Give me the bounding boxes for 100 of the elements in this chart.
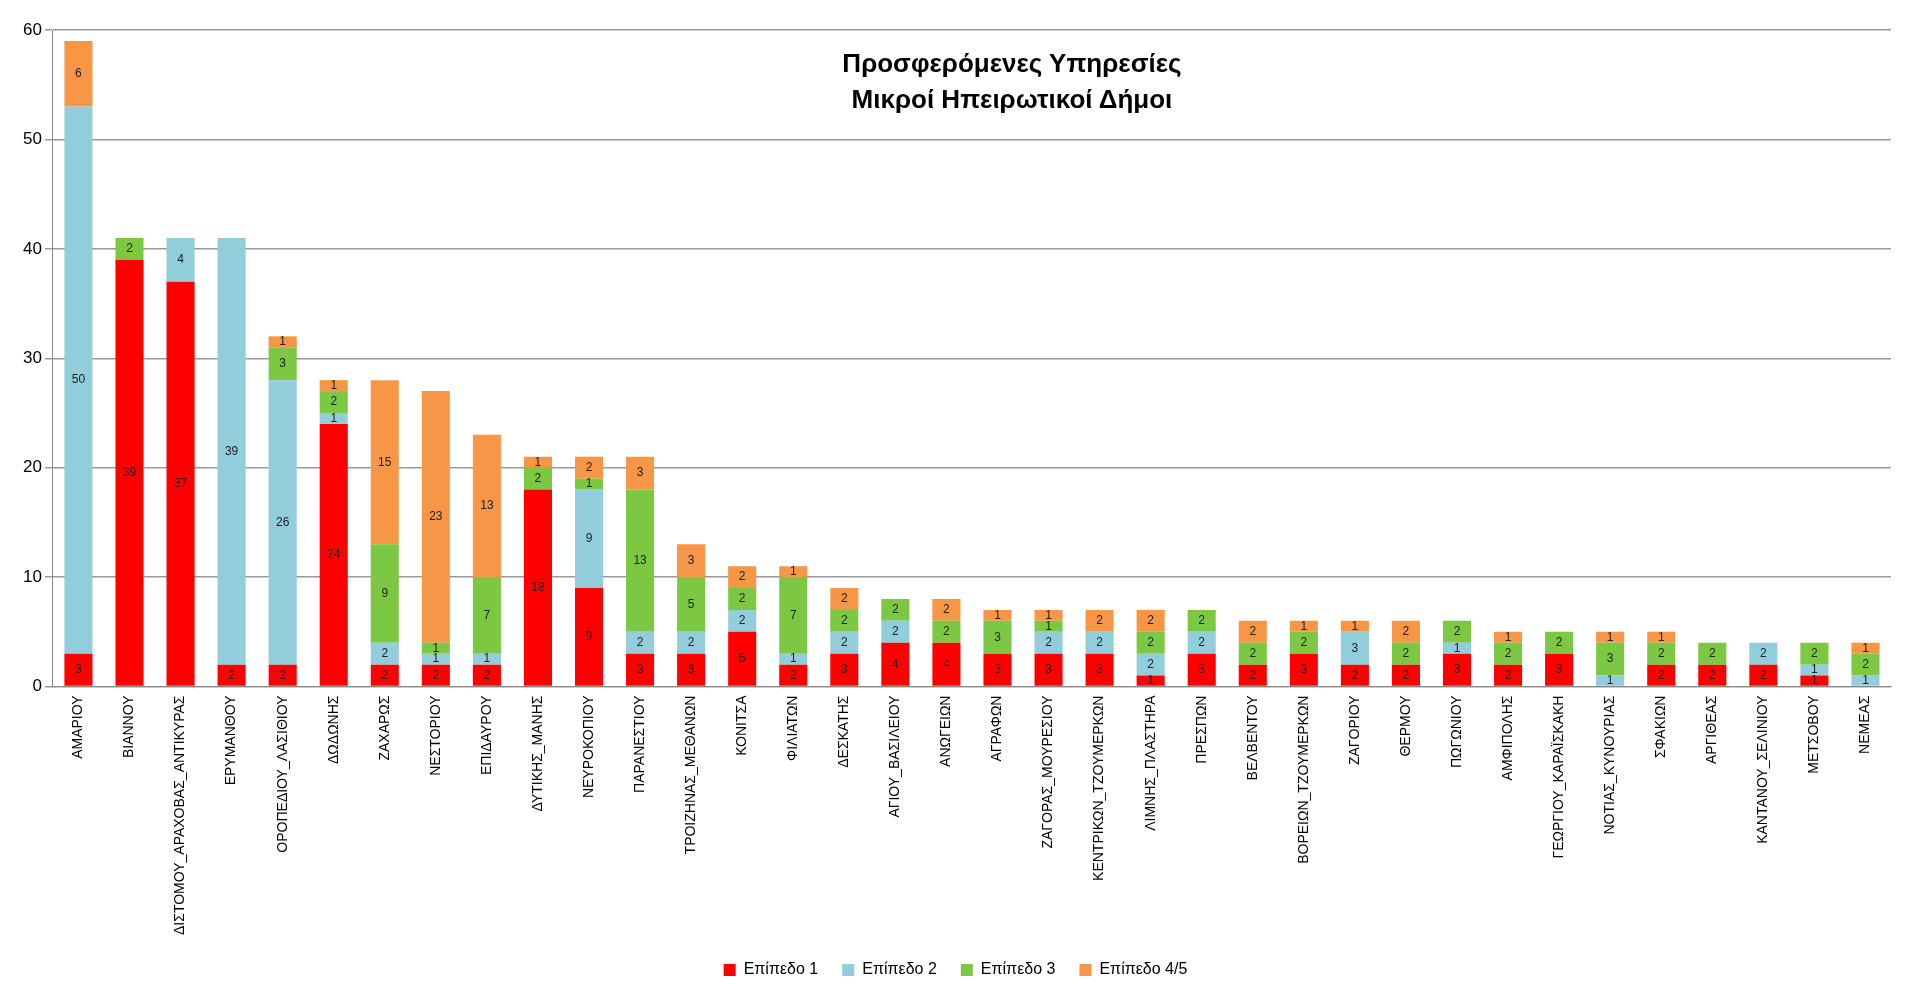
bar [1494,631,1523,643]
bar [626,631,655,654]
bar [677,653,706,686]
data-label: 2 [1402,646,1410,660]
x-tick-label: ΔΩΔΩΝΗΣ [324,695,341,765]
bar [1136,653,1165,676]
bar [1596,642,1625,676]
bar [574,489,604,589]
bar [370,642,399,665]
legend-label: Επίπεδο 4/5 [1099,960,1188,978]
bar [64,40,93,107]
data-label: 1 [432,651,440,666]
data-label: 3 [1453,662,1461,677]
data-label: 1 [1606,672,1614,687]
data-label: 2 [840,613,848,628]
bar [1494,664,1523,686]
x-tick-label: ΣΦΑΚΙΩΝ [1652,695,1669,759]
bar [1749,642,1778,665]
data-label: 9 [585,531,593,546]
bar [830,609,859,632]
bar [166,281,195,686]
data-label: 1 [1657,629,1665,644]
data-label: 1 [330,377,338,392]
x-tick-label: ΝΕΜΕΑΣ [1856,695,1873,754]
data-label: 2 [892,602,900,617]
data-label: 3 [636,662,644,677]
bar [983,609,1012,621]
bar [523,467,552,490]
x-tick-label: ΖΑΓΟΡΙΟΥ [1345,694,1362,766]
x-tick-label: ΖΑΧΑΡΩΣ [375,695,392,761]
bar [523,489,552,686]
bar [1238,620,1267,643]
bar [523,456,552,468]
data-label: 1 [483,651,491,666]
data-label: 3 [1300,662,1308,677]
x-tick-label: ΓΕΩΡΓΙΟΥ_ΚΑΡΑΪΣΚΑΚΗ [1549,695,1566,859]
data-label: 2 [381,667,389,682]
bar [1800,675,1829,686]
bar [1136,631,1165,654]
x-tick-label: ΑΜΦΙΠΟΛΗΣ [1498,695,1515,781]
data-label: 7 [483,607,491,622]
data-label: 3 [994,662,1002,677]
text: Προσφερόμενες Υπηρεσίες Μικροί Ηπειρωτικοί Δήμοι [842,48,1182,115]
bar [421,642,450,654]
data-label: 4 [943,656,951,671]
data-label: 3 [1045,662,1053,677]
data-label: 2 [585,459,593,474]
bar [1545,631,1574,654]
legend-label: Επίπεδο 1 [743,960,819,978]
data-label: 2 [1760,667,1768,682]
data-label: 1 [1504,629,1512,644]
data-label: 1 [585,476,593,491]
data-label: 2 [738,569,746,584]
bar [626,456,655,490]
x-tick-label: ΟΡΟΠΕΔΙΟΥ_ΛΑΣΙΘΙΟΥ [273,694,290,853]
data-label: 2 [1657,667,1665,682]
bar [1698,642,1727,665]
bar [881,598,910,621]
bar [574,588,604,686]
bar [728,609,757,632]
bar [1442,642,1472,654]
data-label: 2 [1402,667,1410,682]
data-label: 2 [943,602,951,617]
data-label: 2 [381,646,389,660]
bar [1034,620,1063,632]
bar [268,336,297,348]
bar [830,653,859,686]
data-label: 1 [1862,672,1870,687]
data-label: 2 [789,667,797,682]
bar [472,664,501,686]
bar [1136,675,1165,686]
x-tick-label: ΝΕΣΤΟΡΙΟΥ [426,694,443,776]
data-label: 2 [1760,646,1768,660]
bar [217,237,246,665]
bar [370,544,399,643]
y-tick-label: 50 [22,129,42,149]
bar [1749,664,1778,686]
data-label: 2 [432,667,440,682]
data-label: 3 [1198,662,1206,677]
data-label: 24 [327,547,341,562]
x-tick-label: ΑΝΩΓΕΙΩΝ [937,695,954,767]
data-label: 2 [1147,656,1155,671]
x-tick-label: ΑΓΡΑΦΩΝ [988,695,1005,762]
data-label: 2 [738,591,746,606]
y-tick-label: 60 [22,19,42,39]
data-label: 2 [1249,624,1257,639]
data-label: 3 [994,629,1002,644]
data-label: 3 [1606,651,1614,666]
bar [779,577,808,654]
bar [881,642,910,686]
bar [677,577,706,632]
x-tick-label: ΜΕΤΣΟΒΟΥ [1805,694,1822,774]
data-label: 3 [1555,662,1563,677]
bar [1340,620,1369,632]
data-label: 2 [1811,646,1819,660]
bar [830,631,859,654]
x-tick-label: ΕΡΥΜΑΝΘΟΥ [222,694,239,786]
data-label: 18 [531,579,545,594]
bar [1391,620,1420,643]
bar [1442,620,1472,643]
